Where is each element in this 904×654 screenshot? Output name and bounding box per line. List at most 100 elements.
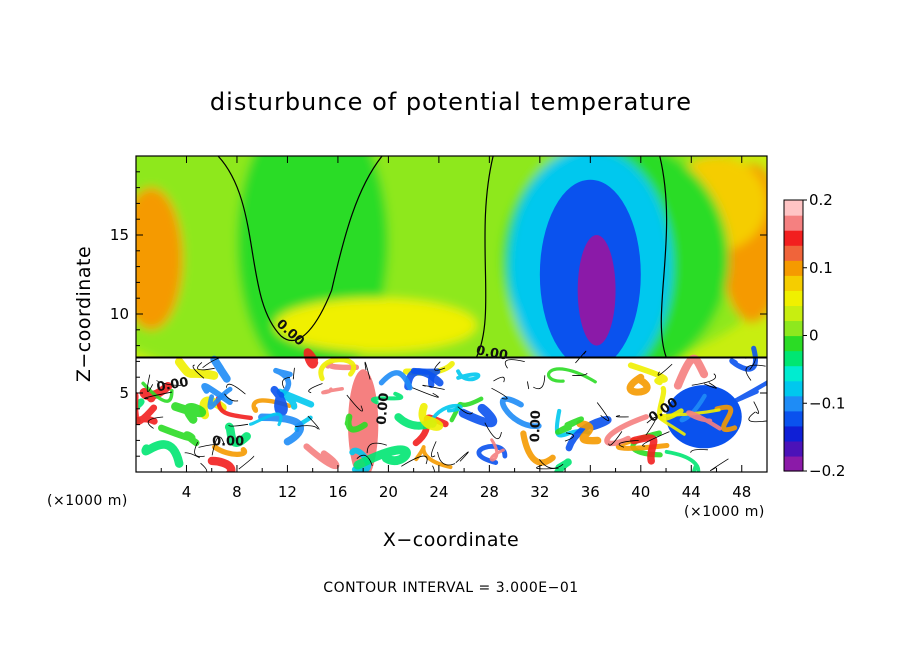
turbulent-stroke-17 xyxy=(325,361,360,371)
turbulent-stroke-62 xyxy=(686,410,722,431)
turbulent-stroke-35 xyxy=(321,386,344,395)
turbulent-contour-40 xyxy=(197,362,215,371)
contour-interval-note: CONTOUR INTERVAL = 3.000E−01 xyxy=(323,580,578,596)
turbulent-stroke-46 xyxy=(141,440,184,468)
turbulent-contour-54 xyxy=(366,442,387,454)
x-tick-label-40: 40 xyxy=(631,483,650,501)
turbulent-contour-0 xyxy=(346,394,363,412)
colorbar-segment-6 xyxy=(784,365,803,382)
turbulent-contour-51 xyxy=(533,375,546,390)
colorbar-segment-1 xyxy=(784,440,803,457)
turbulent-stroke-9 xyxy=(139,382,173,403)
x-tick-label-28: 28 xyxy=(480,483,499,501)
x-tick-label-24: 24 xyxy=(429,483,448,501)
turbulent-stroke-47 xyxy=(270,385,288,417)
turbulent-contour-17 xyxy=(282,376,291,389)
turbulent-contour-30 xyxy=(211,436,225,456)
turbulent-stroke-60 xyxy=(318,357,356,382)
turbulent-contour-26 xyxy=(147,416,164,429)
colorbar-segment-15 xyxy=(784,230,803,246)
colorbar-segment-4 xyxy=(784,395,803,412)
colorbar-segment-16 xyxy=(784,215,803,231)
turbulent-stroke-63 xyxy=(629,434,658,465)
turbulent-contour-5 xyxy=(539,459,564,469)
turbulent-stroke-10 xyxy=(136,398,145,425)
colorbar-tick-label-4: −0.2 xyxy=(809,462,845,480)
turbulent-stroke-1 xyxy=(371,391,404,405)
field-region-9 xyxy=(577,234,616,346)
turbulent-contour-11 xyxy=(527,381,530,390)
turbulent-contour-43 xyxy=(228,423,249,427)
colorbar-tick-label-3: −0.1 xyxy=(809,394,845,412)
contour-label-1: 0.00 xyxy=(156,375,190,395)
contour-lines xyxy=(136,156,767,359)
x-tick-label-48: 48 xyxy=(732,483,751,501)
turbulent-stroke-52 xyxy=(248,412,283,427)
turbulent-stroke-22 xyxy=(546,367,597,384)
turbulent-contour-3 xyxy=(457,406,473,415)
colorbar-segment-5 xyxy=(784,380,803,397)
x-tick-label-12: 12 xyxy=(278,483,297,501)
zero-contour-mid xyxy=(476,156,494,357)
zero-contour-left xyxy=(217,156,383,342)
turbulent-stroke-7 xyxy=(428,403,463,425)
turbulent-stroke-28 xyxy=(664,449,701,472)
turbulent-stroke-51 xyxy=(657,408,721,436)
turbulent-contour-18 xyxy=(146,374,154,392)
turbulent-contour-58 xyxy=(192,364,205,379)
turbulent-contour-4 xyxy=(194,441,205,458)
turbulent-stroke-5 xyxy=(679,393,707,423)
turbulent-contour-47 xyxy=(308,383,323,394)
turbulent-stroke-48 xyxy=(212,444,248,457)
turbulent-stroke-31 xyxy=(344,413,368,433)
turbulent-stroke-4 xyxy=(449,396,484,423)
turbulent-contour-19 xyxy=(430,441,437,458)
turbulent-stroke-8 xyxy=(303,443,340,470)
turbulent-stroke-21 xyxy=(414,445,453,470)
turbulent-contour-36 xyxy=(575,350,587,364)
colorbar-segment-2 xyxy=(784,425,803,442)
turbulent-contour-34 xyxy=(608,431,623,446)
turbulent-stroke-53 xyxy=(489,438,505,462)
turbulent-contour-41 xyxy=(356,454,373,466)
turbulent-contour-7 xyxy=(224,393,239,402)
turbulent-contour-23 xyxy=(455,451,469,463)
turbulent-contour-56 xyxy=(504,359,525,369)
turbulent-contour-16 xyxy=(615,415,629,418)
turbulent-contour-33 xyxy=(401,455,428,467)
contour-label-2: 0.00 xyxy=(212,434,244,449)
turbulent-stroke-27 xyxy=(136,404,158,426)
turbulent-contour-14 xyxy=(412,387,439,398)
turbulent-stroke-57 xyxy=(576,420,602,445)
zero-contour-right xyxy=(659,156,668,357)
turbulent-stroke-37 xyxy=(554,458,572,472)
colorbar-segment-7 xyxy=(784,350,803,367)
x-axis-ticks: 4 8 12 16 20 24 28 32 36 40 44 48 xyxy=(160,156,751,501)
turbulent-contour-2 xyxy=(484,422,502,440)
y-tick-label-15: 15 xyxy=(110,226,129,244)
turbulent-contour-50 xyxy=(226,383,246,395)
turbulent-stroke-42 xyxy=(418,402,444,431)
turbulent-contour-49 xyxy=(748,411,767,423)
turbulent-contour-48 xyxy=(645,416,657,436)
turbulent-contour-31 xyxy=(437,451,456,466)
turbulent-stroke-58 xyxy=(555,416,584,435)
colorbar-segment-8 xyxy=(784,335,803,352)
turbulent-contour-53 xyxy=(703,382,717,389)
turbulent-stroke-23 xyxy=(378,370,413,391)
x-tick-label-32: 32 xyxy=(530,483,549,501)
colorbar-tick-label-0: 0.2 xyxy=(809,191,833,209)
colorbar-segment-13 xyxy=(784,260,803,276)
turbulent-contour-24 xyxy=(292,367,295,380)
turbulent-contour-32 xyxy=(642,431,670,447)
turbulent-contour-35 xyxy=(156,380,181,386)
turbulent-contour-15 xyxy=(307,415,320,431)
turbulent-stroke-59 xyxy=(201,383,233,406)
turbulent-stroke-66 xyxy=(626,373,651,396)
y-tick-label-5: 5 xyxy=(119,384,129,402)
field-region-16 xyxy=(666,385,742,449)
x-axis-label: X−coordinate xyxy=(383,529,519,551)
x-tick-label-20: 20 xyxy=(379,483,398,501)
y-axis-ticks: 5 10 15 xyxy=(110,171,767,457)
turbulent-contour-44 xyxy=(364,361,371,380)
